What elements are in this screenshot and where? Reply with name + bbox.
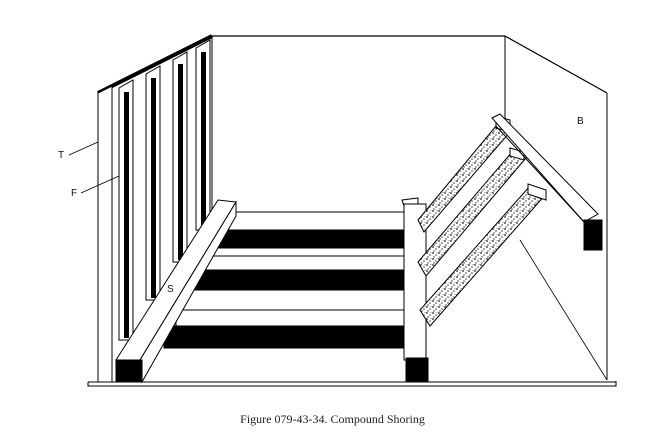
cross-struts [163, 211, 419, 349]
label-leaders [68, 141, 120, 194]
right-post [401, 197, 429, 383]
label-f: F [71, 188, 77, 199]
label-b: B [577, 116, 584, 127]
sheeting-planks [97, 39, 211, 383]
label-s: S [167, 284, 174, 295]
label-t: T [58, 150, 64, 161]
right-wale [491, 113, 603, 251]
compound-shoring-diagram: T F S B [58, 34, 617, 387]
left-wale [115, 199, 237, 384]
figure-caption: Figure 079-43-34. Compound Shoring [240, 412, 425, 426]
